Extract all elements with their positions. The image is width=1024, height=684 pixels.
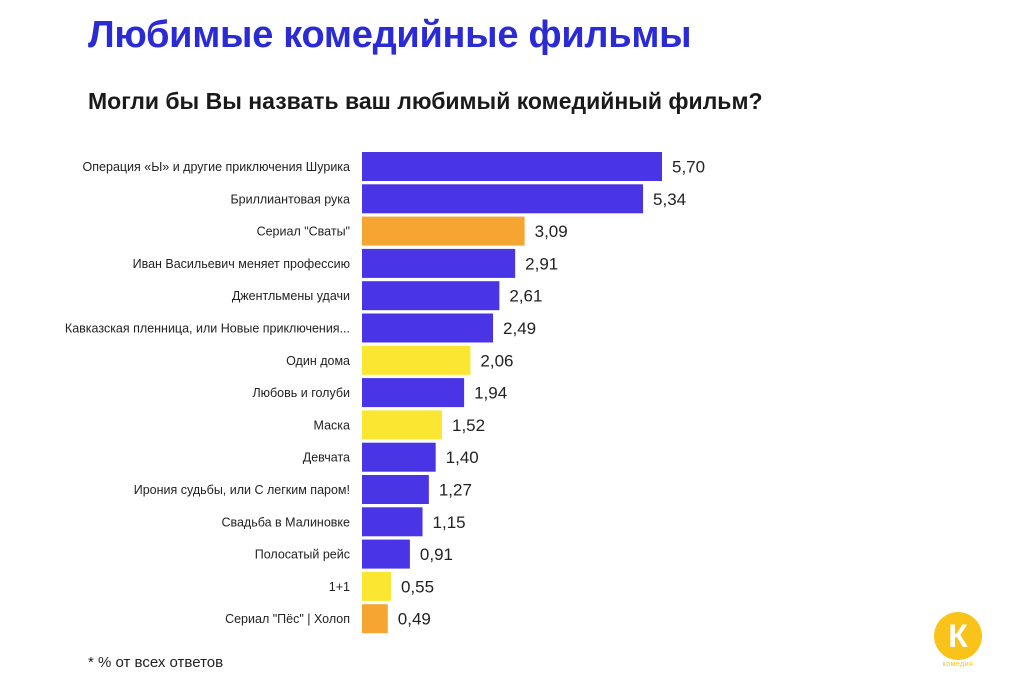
bar [362, 378, 465, 408]
bar [362, 442, 436, 472]
value-label: 0,49 [398, 610, 431, 629]
category-label: Сериал "Сваты" [257, 225, 350, 239]
footnote: * % от всех ответов [88, 654, 224, 671]
category-label: Девчата [303, 451, 350, 465]
value-label: 5,34 [653, 190, 686, 209]
bar [362, 571, 391, 601]
value-label: 0,55 [401, 577, 434, 596]
channel-logo-caption: комедия [942, 661, 974, 668]
value-label: 2,49 [503, 319, 536, 338]
category-label: Джентльмены удачи [232, 289, 350, 303]
value-label: 1,15 [433, 513, 466, 532]
bar [362, 281, 500, 311]
bar [362, 152, 662, 181]
bar [362, 539, 410, 569]
value-label: 1,94 [474, 384, 507, 403]
value-label: 3,09 [535, 222, 568, 241]
value-label: 1,27 [439, 481, 472, 500]
value-label: 1,52 [452, 416, 485, 435]
bar [362, 507, 423, 537]
value-label: 2,06 [480, 351, 513, 370]
bar [362, 604, 388, 634]
category-label: 1+1 [329, 580, 350, 594]
category-label: Любовь и голуби [252, 386, 350, 400]
bar [362, 475, 429, 504]
category-label: Свадьба в Малиновке [221, 515, 350, 529]
category-label: Иван Васильевич меняет профессию [133, 257, 350, 271]
category-label: Кавказская пленница, или Новые приключен… [65, 322, 350, 336]
bar [362, 184, 644, 214]
bar [362, 410, 442, 440]
bar [362, 345, 471, 375]
bar [362, 313, 494, 343]
category-label: Бриллиантовая рука [230, 192, 350, 206]
bar [362, 216, 525, 246]
category-label: Операция «Ы» и другие приключения Шурика [83, 160, 350, 174]
value-label: 2,91 [525, 254, 558, 273]
channel-logo: К [934, 612, 982, 660]
value-label: 2,61 [509, 287, 542, 306]
category-label: Ирония судьбы, или С легким паром! [134, 483, 350, 497]
category-label: Маска [314, 418, 350, 432]
page-title: Любимые комедийные фильмы [88, 14, 692, 56]
value-label: 1,40 [446, 448, 479, 467]
category-label: Один дома [286, 354, 350, 368]
value-label: 5,70 [672, 158, 705, 177]
chart-subtitle: Могли бы Вы назвать ваш любимый комедийн… [88, 88, 763, 114]
value-label: 0,91 [420, 545, 453, 564]
category-label: Сериал "Пёс" | Холоп [225, 612, 350, 626]
bar [362, 248, 516, 278]
category-label: Полосатый рейс [255, 548, 350, 562]
